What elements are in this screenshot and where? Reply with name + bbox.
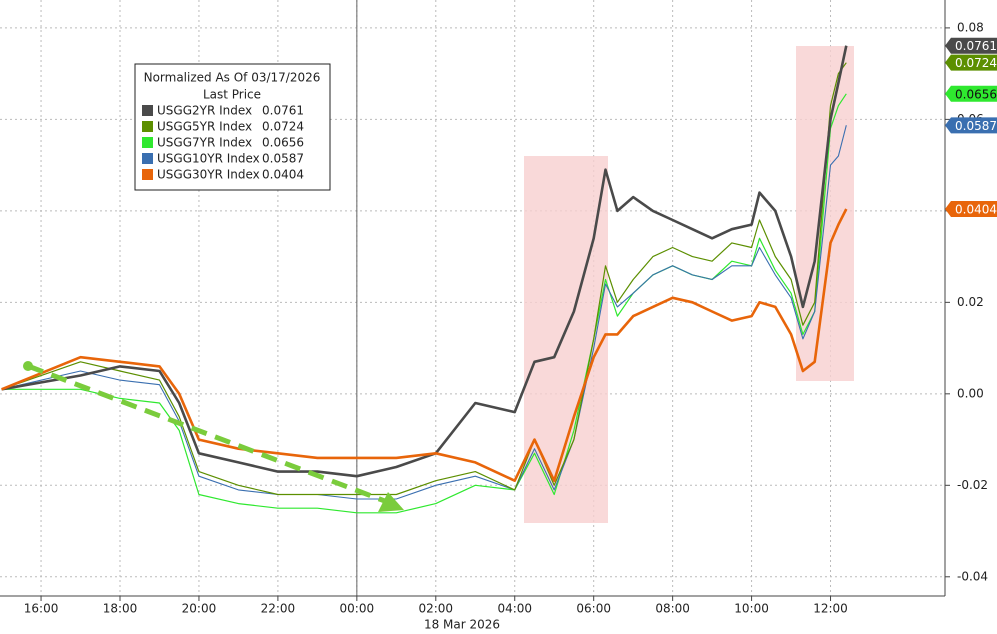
legend-title: Normalized As Of 03/17/2026 xyxy=(144,71,321,85)
arrow-shaft xyxy=(27,363,391,506)
x-tick-label: 16:00 xyxy=(24,602,59,616)
legend-swatch xyxy=(142,169,153,180)
series-line xyxy=(1,125,847,500)
legend-label: USGG2YR Index xyxy=(157,104,252,118)
legend-label: USGG30YR Index xyxy=(157,168,260,182)
x-tick-label: 00:00 xyxy=(340,602,375,616)
x-tick-label: 12:00 xyxy=(813,602,848,616)
x-tick-label: 10:00 xyxy=(734,602,769,616)
series-line xyxy=(1,62,847,496)
y-tick-label: 0.08 xyxy=(957,20,984,34)
legend-swatch xyxy=(142,153,153,164)
y-tick-label: -0.04 xyxy=(957,569,988,583)
badge-shape xyxy=(945,37,997,54)
legend-value: 0.0761 xyxy=(262,104,304,118)
legend-swatch xyxy=(142,137,153,148)
arrow-head xyxy=(378,492,404,512)
badge-shape xyxy=(945,201,997,218)
legend-value: 0.0724 xyxy=(262,120,304,134)
legend-items: USGG2YR Index 0.0761 USGG5YR Index 0.0724 US… xyxy=(142,104,304,182)
y-tick-label: 0.00 xyxy=(957,386,984,400)
price-badge: 0.0656 xyxy=(945,85,997,102)
legend-swatch xyxy=(142,121,153,132)
badge-label: 0.0587 xyxy=(955,119,997,133)
legend-box xyxy=(134,63,331,191)
badge-label: 0.0724 xyxy=(955,56,997,70)
badge-label: 0.0761 xyxy=(955,39,997,53)
trend-arrow xyxy=(23,361,404,512)
price-badge: 0.0724 xyxy=(945,54,997,71)
series-line xyxy=(1,45,848,478)
badge-label: 0.0404 xyxy=(955,203,997,217)
axes: 0.080.060.040.020.00-0.02-0.0416:0018:00… xyxy=(24,20,997,616)
badge-label: 0.0656 xyxy=(955,87,997,101)
badge-shape xyxy=(945,54,997,71)
x-tick-label: 08:00 xyxy=(655,602,690,616)
x-tick-label: 20:00 xyxy=(182,602,217,616)
date-label: 18 Mar 2026 xyxy=(424,618,500,632)
price-badge: 0.0587 xyxy=(945,117,997,134)
x-tick-label: 22:00 xyxy=(261,602,296,616)
y-tick-label: -0.02 xyxy=(957,478,988,492)
legend-value: 0.0404 xyxy=(262,168,304,182)
lines xyxy=(1,45,848,514)
legend-label: USGG10YR Index xyxy=(157,152,260,166)
legend-swatch xyxy=(142,105,153,116)
legend-value: 0.0656 xyxy=(262,136,304,150)
x-tick-label: 04:00 xyxy=(497,602,532,616)
legend-value: 0.0587 xyxy=(262,152,304,166)
price-badge: 0.0761 xyxy=(945,37,997,54)
legend: Normalized As Of 03/17/2026 Last Price U… xyxy=(134,63,331,191)
legend-label: USGG7YR Index xyxy=(157,136,252,150)
x-tick-label: 06:00 xyxy=(576,602,611,616)
legend-subtitle: Last Price xyxy=(203,88,261,102)
legend-label: USGG5YR Index xyxy=(157,120,252,134)
price-badge: 0.0404 xyxy=(945,201,997,218)
badge-shape xyxy=(945,117,997,134)
badge-shape xyxy=(945,85,997,102)
x-tick-label: 18:00 xyxy=(103,602,138,616)
series-line xyxy=(1,208,848,482)
x-tick-label: 02:00 xyxy=(418,602,453,616)
y-tick-label: 0.02 xyxy=(957,295,984,309)
